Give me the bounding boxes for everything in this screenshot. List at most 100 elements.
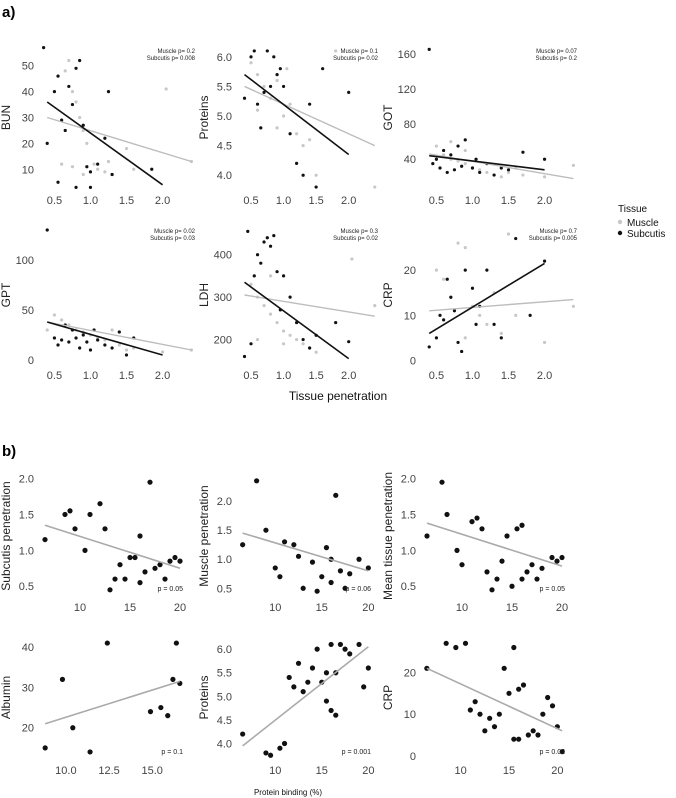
subcutis-point xyxy=(438,313,442,317)
p-value-annotation: Subcutis p= 0.2 xyxy=(535,56,577,62)
data-point xyxy=(59,676,66,682)
data-point xyxy=(496,711,502,717)
x-tick-label: 20 xyxy=(556,602,568,614)
subcutis-point xyxy=(528,313,532,317)
data-point xyxy=(554,558,560,564)
y-tick-label: 0.5 xyxy=(217,583,232,595)
subcutis-point xyxy=(301,173,305,177)
subcutis-point xyxy=(275,72,279,77)
x-tick-label: 1.0 xyxy=(465,370,480,382)
y-tick-label: 1.0 xyxy=(19,545,34,557)
legend-subcutis-swatch xyxy=(617,230,623,236)
subcutis-point xyxy=(281,274,286,278)
subcutis-point xyxy=(542,259,547,263)
data-point xyxy=(42,536,48,543)
muscle-point xyxy=(478,313,482,317)
muscle-point xyxy=(281,329,286,333)
y-tick-label: 400 xyxy=(214,250,232,262)
muscle-point xyxy=(81,128,85,133)
subcutis-point xyxy=(74,66,78,70)
data-point xyxy=(491,724,498,730)
x-tick-label: 0.5 xyxy=(429,195,444,207)
data-point xyxy=(172,554,178,561)
data-point xyxy=(291,684,297,690)
data-point xyxy=(281,539,288,545)
data-point xyxy=(525,732,531,738)
data-point xyxy=(549,703,556,709)
subcutis-point xyxy=(60,118,64,122)
data-point xyxy=(333,492,339,498)
y-tick-label: 1.5 xyxy=(217,525,232,537)
data-point xyxy=(519,576,525,582)
x-tick-label: 1.5 xyxy=(501,370,516,382)
data-point xyxy=(545,694,551,701)
x-tick-label: 15 xyxy=(124,602,136,614)
p-value-annotation: Subcutis p= 0.008 xyxy=(147,56,196,62)
data-point xyxy=(267,752,274,758)
subcutis-point xyxy=(442,318,446,322)
p-value-annotation: p = 0.1 xyxy=(161,749,183,756)
subcutis-point xyxy=(242,354,247,359)
subcutis-point xyxy=(45,141,49,145)
data-point xyxy=(323,670,330,676)
muscle-fit-line xyxy=(429,298,574,312)
muscle-point xyxy=(308,138,312,142)
data-point xyxy=(82,547,88,553)
muscle-point xyxy=(485,322,489,326)
panel-a-label: a) xyxy=(2,4,15,21)
subcutis-point xyxy=(150,167,154,171)
muscle-point xyxy=(434,268,439,272)
x-tick-label: 10 xyxy=(269,765,281,777)
subcutis-point xyxy=(60,338,64,342)
y-tick-label: 10 xyxy=(404,709,416,721)
muscle-point xyxy=(288,333,292,337)
subplot-5-ldh: 0.5 1.0 1.5 2.0 200 300 400 LDH Muscle p= 0.3Sub… xyxy=(197,229,379,382)
muscle-point xyxy=(117,343,121,347)
y-tick-label: 30 xyxy=(22,682,34,694)
data-point xyxy=(453,644,459,651)
subcutis-point xyxy=(242,96,247,100)
subcutis-point xyxy=(255,102,260,106)
data-point xyxy=(117,562,123,568)
subcutis-point xyxy=(255,253,260,257)
data-point xyxy=(157,562,163,568)
data-point xyxy=(165,713,171,719)
y-tick-label: 40 xyxy=(22,642,34,654)
y-axis-title: Albumin xyxy=(0,676,13,719)
subcutis-point xyxy=(434,336,439,340)
data-point xyxy=(347,571,353,577)
x-tick-label: 20 xyxy=(362,765,374,777)
subcutis-point xyxy=(542,157,547,161)
x-tick-label: 10 xyxy=(74,602,86,614)
subplot-9-mean-tissue-penetration: 10 15 20 0.5 1.0 1.5 2.0 Mean tissue penetratio… xyxy=(381,472,568,614)
x-tick-label: 1.0 xyxy=(83,370,98,382)
subplot-3-got: 0.5 1.0 1.5 2.0 40 80 120 160 GOT Muscle p= 0.07S… xyxy=(381,47,578,207)
subplot-12-crp: 10 15 20 0 10 20 CRP p = 0.02 xyxy=(381,640,565,777)
subcutis-point xyxy=(103,136,107,140)
subplot-10-albumin: 10.0 12.5 15.0 20 30 40 Albumin p = 0.1 xyxy=(0,640,183,777)
data-point xyxy=(337,568,344,574)
muscle-point xyxy=(434,144,439,148)
subcutis-point xyxy=(259,261,263,265)
data-point xyxy=(337,641,344,648)
muscle-point xyxy=(67,58,71,63)
y-tick-label: 4.5 xyxy=(217,141,232,153)
data-point xyxy=(152,565,158,571)
subcutis-point xyxy=(70,102,75,107)
y-axis-title: GPT xyxy=(0,282,13,307)
data-point xyxy=(514,526,520,532)
data-point xyxy=(272,565,278,571)
data-point xyxy=(443,640,449,646)
x-tick-label: 10 xyxy=(269,602,281,614)
data-point xyxy=(281,740,288,747)
data-point xyxy=(519,522,525,528)
y-tick-label: 50 xyxy=(22,61,34,73)
y-tick-label: 4.0 xyxy=(217,738,232,750)
y-axis-title: Muscle penetration xyxy=(197,485,211,586)
muscle-point xyxy=(249,282,253,286)
subcutis-point xyxy=(74,185,78,190)
subcutis-point xyxy=(88,170,93,174)
subcutis-point xyxy=(67,84,71,89)
muscle-point xyxy=(463,148,467,153)
regression-fit-line xyxy=(44,524,181,570)
